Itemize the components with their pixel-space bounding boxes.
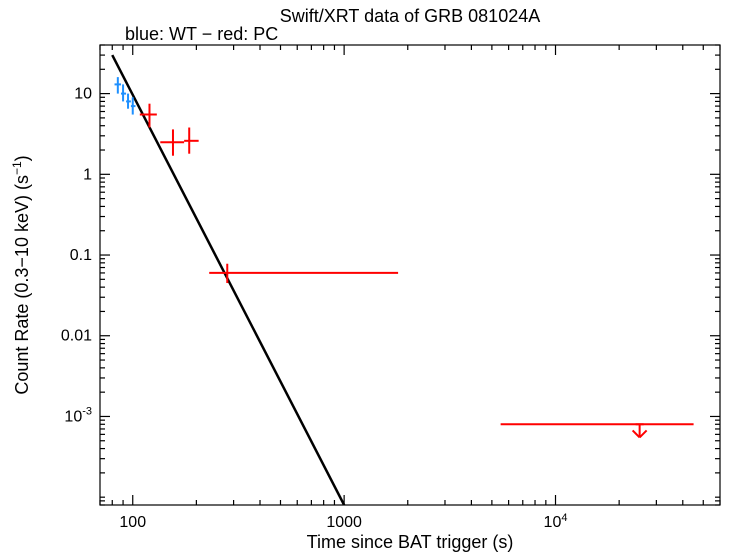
y-tick-label: 0.01 [61,328,92,345]
x-axis-label: Time since BAT trigger (s) [307,532,514,552]
pc-point [501,424,694,437]
x-axis [100,45,720,505]
x-tick-label: 104 [544,512,568,531]
y-axis-label: Count Rate (0.3−10 keV) (s−1) [10,155,32,394]
y-tick-label: 0.1 [70,247,92,264]
chart-container: 100 1000 104 10-3 0.01 0.1 1 10 Swift/XRT data o… [0,0,746,558]
wt-point [126,94,131,109]
x-tick-label: 1000 [326,514,362,531]
y-tick-label: 10 [74,86,92,103]
pc-point [160,129,184,155]
y-tick-label: 1 [83,166,92,183]
pc-point [184,128,199,154]
x-tick-label: 100 [119,514,146,531]
pc-point [209,264,398,283]
plot-frame [100,45,720,505]
y-axis [100,45,720,505]
chart-title: Swift/XRT data of GRB 081024A [280,6,540,26]
xrt-lightcurve-chart: 100 1000 104 10-3 0.01 0.1 1 10 Swift/XRT data o… [0,0,746,558]
wt-point [121,84,126,101]
y-tick-label: 10-3 [64,405,92,425]
wt-point [115,77,121,93]
chart-subtitle: blue: WT − red: PC [125,24,278,44]
